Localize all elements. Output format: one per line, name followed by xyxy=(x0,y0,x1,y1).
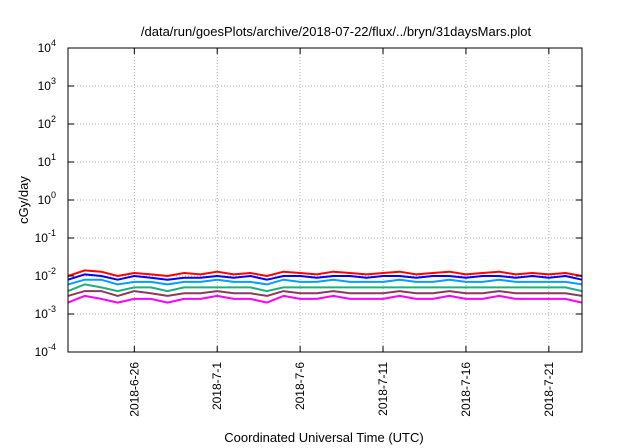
y-tick-label-exponent: -2 xyxy=(48,266,56,276)
x-tick-label: 2018-7-1 xyxy=(210,362,224,410)
y-tick-label-exponent: 0 xyxy=(51,190,56,200)
y-tick-label-exponent: 1 xyxy=(51,152,56,162)
x-tick-label: 2018-7-21 xyxy=(542,362,556,417)
y-tick-label-base: 10 xyxy=(38,117,52,131)
y-tick-label: 10-1 xyxy=(35,228,56,245)
y-tick-label-base: 10 xyxy=(38,155,52,169)
y-tick-label: 101 xyxy=(38,152,56,169)
y-tick-label: 10-2 xyxy=(35,266,56,283)
y-tick-label-exponent: 3 xyxy=(51,76,56,86)
y-tick-label-exponent: -3 xyxy=(48,304,56,314)
series-line xyxy=(67,283,583,293)
series-line xyxy=(67,290,583,297)
series-line xyxy=(67,273,583,281)
x-tick-label: 2018-7-16 xyxy=(459,362,473,417)
grid xyxy=(68,48,582,352)
axes: 10-410-310-210-11001011021031042018-6-26… xyxy=(35,38,582,417)
y-tick-label-base: 10 xyxy=(38,193,52,207)
y-tick-label-base: 10 xyxy=(38,79,52,93)
y-tick-label: 100 xyxy=(38,190,56,207)
y-tick-label-exponent: -4 xyxy=(48,342,56,352)
y-tick-label: 103 xyxy=(38,76,56,93)
y-tick-label-exponent: 2 xyxy=(51,114,56,124)
y-tick-label-base: 10 xyxy=(35,307,49,321)
x-axis-label: Coordinated Universal Time (UTC) xyxy=(224,430,423,445)
y-tick-label: 10-3 xyxy=(35,304,56,321)
y-tick-label: 10-4 xyxy=(35,342,56,359)
y-tick-label-base: 10 xyxy=(38,41,52,55)
y-tick-label-exponent: -1 xyxy=(48,228,56,238)
series-line xyxy=(67,294,583,304)
x-tick-label: 2018-6-26 xyxy=(127,362,141,417)
y-axis-label: cGy/day xyxy=(16,176,31,224)
y-tick-label-base: 10 xyxy=(35,269,49,283)
y-tick-label-exponent: 4 xyxy=(51,38,56,48)
y-tick-label-base: 10 xyxy=(35,345,49,359)
x-tick-label: 2018-7-11 xyxy=(376,362,390,416)
series-layer xyxy=(67,269,583,304)
x-tick-label: 2018-7-6 xyxy=(293,362,307,410)
y-tick-label: 102 xyxy=(38,114,56,131)
y-tick-label: 104 xyxy=(38,38,56,55)
series-line xyxy=(67,278,583,286)
y-tick-label-base: 10 xyxy=(35,231,49,245)
series-line xyxy=(67,269,583,277)
chart-title: /data/run/goesPlots/archive/2018-07-22/f… xyxy=(141,24,532,39)
plot-frame xyxy=(67,47,583,353)
